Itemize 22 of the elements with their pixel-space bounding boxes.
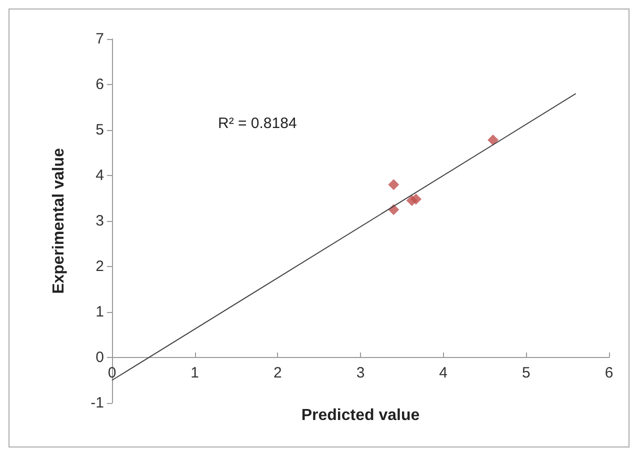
- x-tick-label: 0: [108, 364, 116, 382]
- y-tick-label: 5: [96, 122, 104, 138]
- y-tick-label: 6: [96, 76, 104, 93]
- y-tick-label: 1: [96, 304, 104, 320]
- point: [388, 179, 400, 190]
- x-tick-label: 3: [356, 364, 365, 382]
- x-tick-label: 1: [190, 364, 200, 382]
- x-tick-label: 2: [273, 364, 282, 382]
- x-axis-title: Predicted value: [301, 407, 420, 424]
- y-axis-title: Experimental value: [50, 148, 68, 294]
- y-tick-label: 4: [96, 167, 104, 184]
- annotation: R² = 0.8184: [218, 115, 297, 132]
- x-tick-label: 6: [604, 364, 614, 382]
- point: [410, 194, 422, 205]
- y-tick-label: -1: [90, 394, 104, 412]
- x-tick-label: 4: [439, 364, 448, 382]
- y-tick-label: 3: [96, 212, 104, 230]
- y-tick-label: 2: [96, 258, 104, 275]
- point: [488, 134, 499, 146]
- x-tick-label: 5: [522, 364, 530, 382]
- y-tick-label: 0: [96, 349, 104, 366]
- y-tick-label: 7: [96, 30, 104, 48]
